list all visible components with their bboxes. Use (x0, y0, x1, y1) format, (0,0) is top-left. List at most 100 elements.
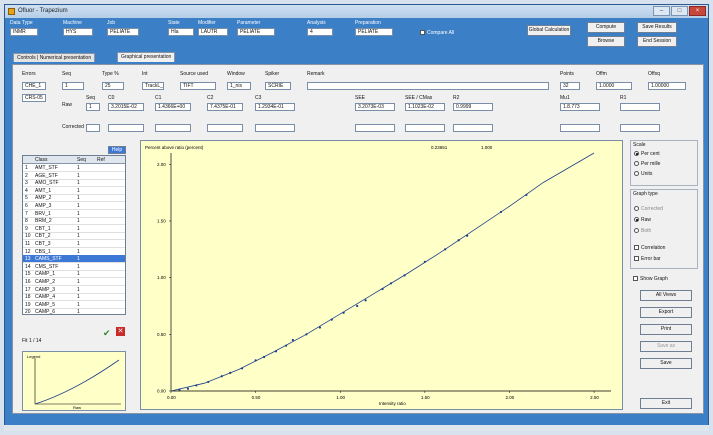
table-row[interactable]: 5 AMP_2 1 (23, 194, 125, 203)
delete-icon[interactable]: ✕ (116, 327, 125, 336)
header-ref[interactable]: Ref (97, 157, 105, 163)
header-seq[interactable]: Seq (77, 157, 86, 163)
data-type-field[interactable]: INMR (10, 28, 38, 36)
side-button[interactable]: All Views (640, 290, 692, 301)
param-field[interactable] (307, 82, 549, 90)
global-calculation-button[interactable]: Global Calculation (527, 25, 571, 36)
close-button[interactable]: × (689, 6, 706, 16)
param-field[interactable]: 1.0000 (596, 82, 632, 90)
coef-field[interactable]: 1 (86, 103, 100, 111)
graph-type-radio[interactable] (634, 206, 639, 211)
coef-field[interactable]: 0.9999 (453, 103, 493, 111)
row-index: 6 (25, 203, 28, 209)
check-icon[interactable]: ✔ (103, 328, 111, 338)
corrected-field[interactable] (620, 124, 660, 132)
compare-all-checkbox[interactable] (420, 30, 425, 35)
coef-field[interactable]: 1.8.773 (560, 103, 600, 111)
table-row[interactable]: 19 CAMP_5 1 (23, 301, 125, 309)
modifier-field[interactable]: LAUTR (198, 28, 228, 36)
param-field[interactable]: 1_nis (227, 82, 251, 90)
table-row[interactable]: 13 CAMS_STF 1 (23, 255, 125, 264)
param-field[interactable]: 1 (62, 82, 84, 90)
param-label: Source used (180, 71, 209, 77)
browse-button[interactable]: Browse (587, 36, 625, 47)
corrected-field[interactable] (155, 124, 191, 132)
coef-field[interactable]: 1.2934E-01 (255, 103, 295, 111)
table-row[interactable]: 1 AMT_STF 1 (23, 164, 125, 172)
corrected-field[interactable] (207, 124, 243, 132)
tab-graphical[interactable]: Graphical presentation (117, 52, 176, 62)
table-row[interactable]: 2 AGE_STF 1 (23, 172, 125, 180)
param-field[interactable]: 1.00000 (648, 82, 686, 90)
save-results-button[interactable]: Save Results (637, 22, 677, 33)
plot-svg: Percent above ratio (percent) 0.23651 1.00… (145, 145, 611, 406)
class-table: Class Seq Ref 1 AMT_STF 1 2 AGE_STF 1 3 AMO_STF… (22, 155, 126, 315)
coef-field[interactable]: 1.4366E+00 (155, 103, 191, 111)
coef-field[interactable]: 7.4375E-01 (207, 103, 243, 111)
parameter-field[interactable]: PELIATE (237, 28, 275, 36)
table-row[interactable]: 15 CAMP_1 1 (23, 270, 125, 279)
table-row[interactable]: 10 CBT_2 1 (23, 232, 125, 241)
analysis-field[interactable]: 4 (307, 28, 333, 36)
corrected-field[interactable] (560, 124, 600, 132)
table-row[interactable]: 17 CAMP_3 1 (23, 286, 125, 294)
side-button[interactable]: Export (640, 307, 692, 318)
side-button[interactable]: Print (640, 324, 692, 335)
table-row[interactable]: 12 CBS_1 1 (23, 248, 125, 256)
header-class[interactable]: Class (35, 157, 48, 163)
table-row[interactable]: 3 AMO_STF 1 (23, 179, 125, 188)
maximize-button[interactable]: □ (671, 6, 688, 16)
table-row[interactable]: 8 BRM_2 1 (23, 217, 125, 226)
table-row[interactable]: 11 CBT_3 1 (23, 240, 125, 248)
corrected-field[interactable] (108, 124, 144, 132)
data-point (254, 359, 257, 362)
corrected-field[interactable] (405, 124, 445, 132)
coef-field[interactable]: 3.2015E-02 (108, 103, 144, 111)
graph-checkbox[interactable] (634, 256, 639, 261)
graph-checkbox[interactable] (634, 245, 639, 250)
side-button[interactable]: Save as (640, 341, 692, 352)
scale-radio[interactable] (634, 161, 639, 166)
coef-field[interactable]: 1.1023E-02 (405, 103, 445, 111)
corrected-field[interactable] (255, 124, 295, 132)
end-session-button[interactable]: End Session (637, 36, 677, 47)
show-graph-checkbox[interactable] (633, 276, 638, 281)
param-field[interactable]: SCRIE (265, 82, 291, 90)
state-field[interactable]: Hla (168, 28, 194, 36)
table-row[interactable]: 6 AMP_3 1 (23, 202, 125, 210)
exit-button[interactable]: Exit (640, 398, 692, 409)
errors-field-2[interactable]: CRS-05 (22, 94, 46, 102)
side-button[interactable]: Save (640, 358, 692, 369)
param-field[interactable]: CHE_1 (22, 82, 46, 90)
corrected-field[interactable] (453, 124, 493, 132)
machine-field[interactable]: HYS (63, 28, 93, 36)
param-field[interactable]: 25 (102, 82, 124, 90)
data-point (305, 333, 308, 336)
tab-numerical[interactable]: Controls | Numerical presentation (13, 53, 96, 62)
corrected-field[interactable] (86, 124, 100, 132)
minimize-button[interactable]: – (653, 6, 670, 16)
table-row[interactable]: 14 CMS_STF 1 (23, 263, 125, 271)
x-axis-label: Intensity ratio (379, 401, 406, 406)
table-row[interactable]: 9 CBT_1 1 (23, 225, 125, 233)
param-field[interactable]: 32 (560, 82, 580, 90)
table-row[interactable]: 18 CAMP_4 1 (23, 293, 125, 302)
coef-field[interactable] (620, 103, 660, 111)
table-row[interactable]: 7 BRV_1 1 (23, 210, 125, 218)
corrected-field[interactable] (355, 124, 395, 132)
param-field[interactable]: TIFT (180, 82, 216, 90)
scale-radio[interactable] (634, 171, 639, 176)
table-row[interactable]: 16 CAMP_2 1 (23, 278, 125, 286)
graph-type-radio[interactable] (634, 217, 639, 222)
table-row[interactable]: 20 CAMP_6 1 (23, 308, 125, 314)
graph-type-title: Graph type (633, 191, 658, 197)
job-field[interactable]: PELIATE (107, 28, 139, 36)
table-row[interactable]: 4 AMT_1 1 (23, 187, 125, 195)
scale-radio[interactable] (634, 151, 639, 156)
help-badge[interactable]: Help (108, 146, 126, 154)
preparation-field[interactable]: PELIATE (355, 28, 393, 36)
compute-button[interactable]: Compute (587, 22, 625, 33)
graph-type-radio[interactable] (634, 228, 639, 233)
coef-field[interactable]: 3.2073E-03 (355, 103, 395, 111)
param-field[interactable]: TrackL_1 (142, 82, 164, 90)
